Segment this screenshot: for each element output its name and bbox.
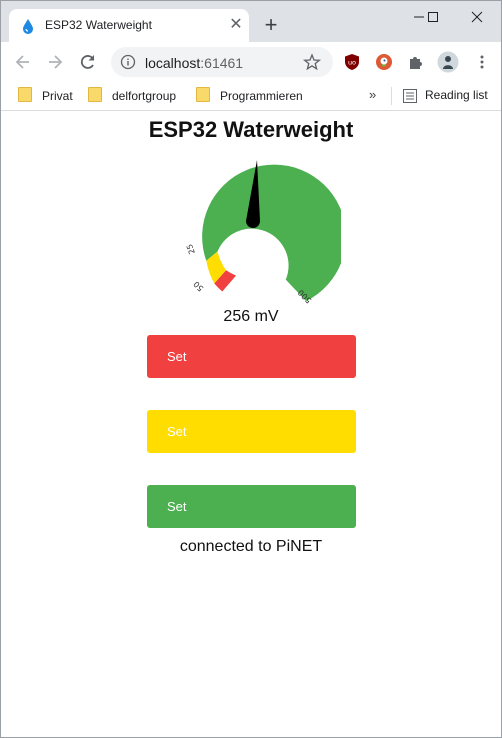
connection-status: connected to PiNET [1, 538, 501, 556]
bookmark-star-icon[interactable] [303, 53, 321, 71]
bookmark-delfortgroup[interactable]: delfortgroup [88, 87, 176, 105]
forward-arrow-icon[interactable] [45, 52, 65, 72]
address-bar[interactable]: localhost:61461 [111, 47, 333, 77]
address-host: localhost [145, 55, 200, 71]
voltage-reading: 256 mV [1, 308, 501, 326]
folder-icon [196, 87, 210, 102]
folder-icon [88, 87, 102, 102]
duckduckgo-icon[interactable] [375, 53, 393, 71]
close-window-icon[interactable] [463, 7, 491, 27]
maximize-icon[interactable] [419, 7, 447, 27]
reload-icon[interactable] [78, 52, 98, 72]
address-port: :61461 [200, 55, 243, 71]
title-bar: ESP32 Waterweight ✕ + [1, 1, 501, 42]
set-green-button[interactable]: Set [147, 485, 356, 528]
bookmark-privat[interactable]: Privat [18, 87, 73, 105]
reading-list-icon[interactable] [403, 89, 417, 103]
ublock-icon[interactable]: uo [343, 53, 361, 71]
bookmark-label: delfortgroup [112, 89, 176, 103]
water-drop-icon [21, 18, 35, 34]
bookmarks-bar: Privat delfortgroup Programmieren » Read… [1, 82, 501, 111]
tab-title: ESP32 Waterweight [45, 18, 152, 32]
set-red-button[interactable]: Set [147, 335, 356, 378]
page-title: ESP32 Waterweight [1, 117, 501, 143]
browser-toolbar: localhost:61461 uo [1, 42, 501, 82]
folder-icon [18, 87, 32, 102]
gauge-tick-label: 25 [185, 243, 197, 256]
set-yellow-button[interactable]: Set [147, 410, 356, 453]
bookmark-label: Programmieren [220, 89, 303, 103]
more-bookmarks-button[interactable]: » [369, 87, 376, 102]
gauge-tick-label: 50 [192, 279, 206, 293]
bookmark-programmieren[interactable]: Programmieren [196, 87, 303, 105]
new-tab-icon[interactable]: + [261, 15, 281, 35]
bookmarks-divider [391, 87, 392, 105]
voltage-gauge: 25 50 500 [161, 145, 341, 315]
profile-avatar[interactable] [437, 51, 459, 73]
reading-list-button[interactable]: Reading list [425, 88, 488, 102]
tab-close-icon[interactable]: ✕ [229, 18, 243, 32]
menu-kebab-icon[interactable] [473, 53, 491, 71]
back-arrow-icon[interactable] [13, 52, 33, 72]
extensions-icon[interactable] [407, 53, 425, 71]
page-content: ESP32 Waterweight 25 50 500 256 mV Set S… [1, 111, 501, 738]
svg-text:uo: uo [348, 59, 356, 67]
info-icon[interactable] [120, 54, 136, 70]
browser-tab[interactable]: ESP32 Waterweight ✕ [9, 9, 249, 42]
address-text[interactable]: localhost:61461 [145, 55, 243, 71]
bookmark-label: Privat [42, 89, 73, 103]
